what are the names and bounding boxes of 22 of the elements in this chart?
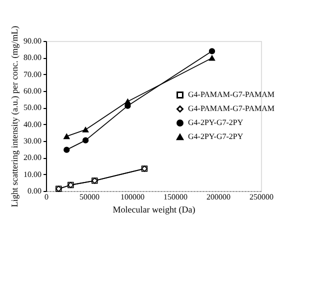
legend-label: G4-PAMAM-G7-PAMAM: [188, 90, 275, 99]
x-tick-label: 250000: [250, 192, 274, 202]
x-axis-title: Molecular weight (Da): [112, 204, 196, 214]
x-tick-label: 0: [44, 192, 48, 202]
x-tick-label: 200000: [206, 192, 230, 202]
y-tick-label: 20.00: [24, 153, 42, 162]
legend-label: G4-2PY-G7-2PY: [188, 132, 244, 141]
y-tick-label: 60.00: [24, 86, 42, 96]
y-tick-label: 30.00: [24, 136, 42, 146]
y-tick-label: 10.00: [24, 170, 42, 179]
y-tick-label: 70.00: [24, 70, 42, 79]
y-axis-title: Light scattering intensity (a.u.) per conc. (mg/mL): [10, 26, 20, 208]
y-tick-label: 90.00: [24, 36, 42, 46]
x-tick-label: 150000: [164, 192, 188, 202]
x-tick-label: 50000: [80, 192, 100, 202]
y-tick-label: 0.00: [28, 186, 42, 196]
legend-label: G4-PAMAM-G7-PAMAM: [188, 104, 275, 113]
y-tick-label: 40.00: [24, 120, 42, 129]
x-tick-label: 100000: [120, 192, 144, 202]
y-tick-label: 50.00: [24, 103, 42, 112]
legend-label: G4-2PY-G7-2PY: [188, 118, 244, 127]
y-tick-label: 80.00: [24, 53, 42, 62]
